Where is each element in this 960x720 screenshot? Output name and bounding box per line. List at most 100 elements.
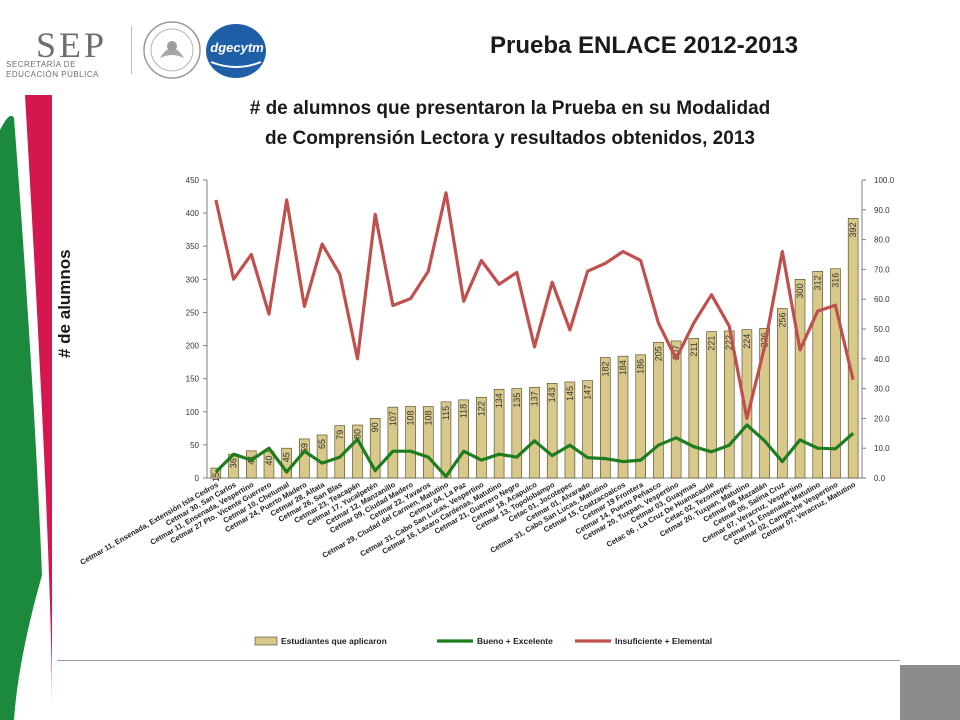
bar-data-label: 79 bbox=[335, 430, 345, 440]
bar-data-label: 36 bbox=[229, 458, 239, 468]
bar bbox=[794, 279, 806, 479]
bar bbox=[316, 434, 328, 479]
bar-data-label: 184 bbox=[618, 360, 628, 375]
bar-data-label: 147 bbox=[583, 385, 593, 400]
bar bbox=[723, 330, 735, 479]
bar-data-label: 186 bbox=[636, 359, 646, 374]
bar bbox=[812, 271, 824, 479]
bar-data-label: 134 bbox=[494, 393, 504, 408]
bar bbox=[529, 386, 540, 479]
bar bbox=[777, 308, 788, 479]
y2-tick-label: 50.0 bbox=[874, 325, 890, 334]
bar bbox=[617, 355, 629, 479]
bar-data-label: 135 bbox=[512, 393, 522, 408]
y2-tick-label: 0.0 bbox=[874, 474, 886, 483]
decorative-side-stripes bbox=[0, 95, 52, 720]
legend-label: Bueno + Excelente bbox=[477, 636, 553, 646]
bar bbox=[387, 406, 399, 479]
y2-tick-label: 40.0 bbox=[874, 355, 890, 364]
bar bbox=[600, 357, 611, 479]
bar-data-label: 316 bbox=[830, 273, 840, 288]
y-tick-label: 200 bbox=[186, 342, 200, 351]
bar bbox=[405, 406, 416, 479]
y2-tick-label: 20.0 bbox=[874, 414, 890, 423]
bar-data-label: 45 bbox=[282, 452, 292, 462]
subtitle-line-1: # de alumnos que presentaron la Prueba e… bbox=[249, 98, 771, 119]
bar bbox=[546, 383, 558, 479]
national-seal-icon bbox=[143, 21, 201, 79]
bar bbox=[759, 328, 770, 479]
bar-data-label: 224 bbox=[742, 334, 752, 349]
red-stripe bbox=[25, 95, 52, 710]
bar-data-label: 145 bbox=[565, 386, 575, 401]
bar-data-label: 40 bbox=[264, 456, 274, 466]
bar-data-label: 392 bbox=[848, 222, 858, 237]
bar bbox=[369, 418, 381, 479]
y-tick-label: 250 bbox=[186, 308, 200, 317]
bar-data-label: 312 bbox=[813, 275, 823, 290]
bar bbox=[352, 424, 363, 479]
bar bbox=[246, 450, 257, 479]
subtitle-line-2: de Comprensión Lectora y resultados obte… bbox=[265, 128, 755, 149]
bar-data-label: 211 bbox=[689, 342, 699, 356]
bar-data-label: 256 bbox=[777, 312, 787, 327]
y-tick-label: 350 bbox=[186, 242, 200, 251]
bar-data-label: 205 bbox=[653, 346, 663, 361]
y2-tick-label: 90.0 bbox=[874, 206, 890, 215]
bar-data-label: 300 bbox=[795, 283, 805, 298]
bar bbox=[670, 340, 682, 479]
bar-data-label: 107 bbox=[388, 411, 398, 426]
bar-data-label: 137 bbox=[530, 391, 540, 406]
bar-data-label: 108 bbox=[423, 410, 433, 425]
bar-data-label: 59 bbox=[299, 443, 309, 453]
page-title: Prueba ENLACE 2012-2013 bbox=[490, 32, 799, 59]
bar bbox=[423, 406, 434, 479]
bar bbox=[830, 268, 841, 479]
bar bbox=[210, 467, 222, 479]
bar bbox=[706, 331, 717, 479]
y-tick-label: 400 bbox=[186, 209, 200, 218]
bar bbox=[263, 451, 275, 479]
bar-data-label: 143 bbox=[547, 387, 557, 402]
y2-tick-label: 30.0 bbox=[874, 385, 890, 394]
bar bbox=[564, 381, 576, 479]
y-tick-label: 300 bbox=[186, 275, 200, 284]
y2-tick-label: 70.0 bbox=[874, 265, 890, 274]
bar-data-label: 90 bbox=[370, 422, 380, 432]
bar bbox=[582, 380, 593, 479]
bar bbox=[458, 399, 469, 479]
bar-data-label: 80 bbox=[352, 429, 362, 439]
bar-data-label: 221 bbox=[707, 336, 717, 351]
y-tick-label: 50 bbox=[190, 441, 199, 450]
bar-data-label: 15 bbox=[211, 472, 221, 482]
bar-data-label: 118 bbox=[459, 404, 469, 418]
insufficient-series-line bbox=[214, 191, 855, 420]
y-tick-label: 450 bbox=[186, 176, 200, 185]
bar-data-label: 65 bbox=[317, 439, 327, 449]
bar-data-label: 108 bbox=[406, 410, 416, 425]
green-stripe bbox=[0, 115, 42, 720]
bar-data-label: 222 bbox=[724, 335, 734, 350]
sep-logo-subtitle-1: SECRETARÍA DE bbox=[6, 60, 76, 69]
bar-data-label: 122 bbox=[476, 401, 486, 416]
bar bbox=[847, 218, 859, 479]
bar-data-label: 207 bbox=[671, 345, 681, 360]
dgecytm-logo-icon bbox=[206, 24, 266, 78]
y-tick-label: 150 bbox=[186, 375, 200, 384]
y-tick-label: 100 bbox=[186, 408, 200, 417]
y2-tick-label: 10.0 bbox=[874, 444, 890, 453]
y2-tick-label: 100.0 bbox=[874, 176, 895, 185]
bar bbox=[511, 388, 523, 479]
good-series-line bbox=[214, 423, 855, 479]
bar bbox=[476, 396, 487, 479]
bar-data-label: 182 bbox=[600, 361, 610, 376]
bar bbox=[688, 337, 700, 479]
legend-swatch-bars bbox=[254, 636, 278, 646]
bar bbox=[653, 341, 664, 479]
logo-divider bbox=[131, 26, 132, 74]
page-subtitle: # de alumnos que presentaron la Prueba e… bbox=[160, 94, 860, 154]
bar bbox=[493, 388, 505, 479]
y-tick-label: 0 bbox=[195, 474, 200, 483]
sep-logo-text: SEP bbox=[36, 25, 108, 65]
